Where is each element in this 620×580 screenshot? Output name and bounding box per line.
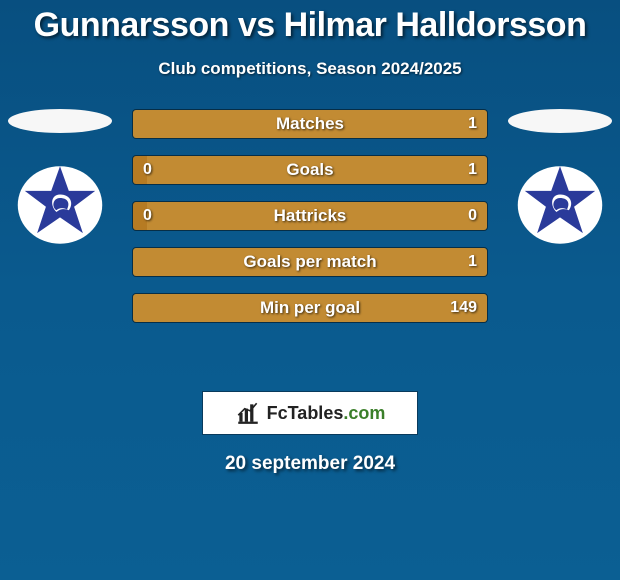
stat-bar: 01Goals [132, 155, 488, 185]
stat-label: Hattricks [133, 202, 487, 230]
stat-label: Matches [133, 110, 487, 138]
star-crest-icon [510, 161, 610, 249]
player-left-column [0, 109, 120, 249]
stat-bars: 1Matches 01Goals 00Hattricks 1Goals per mat… [132, 109, 488, 323]
stat-label: Goals per match [133, 248, 487, 276]
brand-text: FcTables.com [267, 403, 386, 424]
brand-suffix: .com [343, 403, 385, 423]
player-right-crest [510, 161, 610, 249]
player-left-crest [10, 161, 110, 249]
star-crest-icon [10, 161, 110, 249]
page-title: Gunnarsson vs Hilmar Halldorsson [0, 0, 620, 45]
player-left-avatar [8, 109, 112, 133]
stat-bar: 1Goals per match [132, 247, 488, 277]
footer-date: 20 september 2024 [0, 453, 620, 475]
brand-box: FcTables.com [202, 391, 418, 435]
season-subtitle: Club competitions, Season 2024/2025 [0, 59, 620, 79]
comparison-panel: 1Matches 01Goals 00Hattricks 1Goals per mat… [0, 109, 620, 369]
player-right-avatar [508, 109, 612, 133]
stat-label: Goals [133, 156, 487, 184]
bar-chart-icon [235, 400, 261, 426]
stat-bar: 00Hattricks [132, 201, 488, 231]
stat-bar: 1Matches [132, 109, 488, 139]
stat-bar: 149Min per goal [132, 293, 488, 323]
brand-name: FcTables [267, 403, 344, 423]
player-right-column [500, 109, 620, 249]
stat-label: Min per goal [133, 294, 487, 322]
